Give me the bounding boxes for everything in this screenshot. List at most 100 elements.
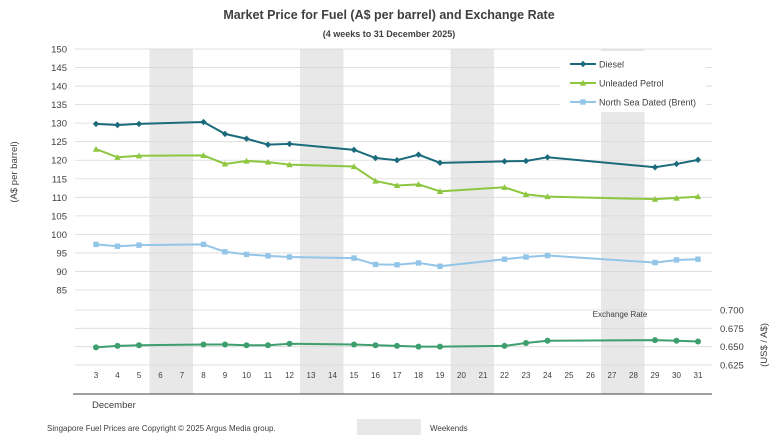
legend-entry-label: Diesel <box>599 60 624 70</box>
data-point-2 <box>265 253 271 259</box>
data-point-2 <box>372 261 379 268</box>
data-point-1 <box>544 193 551 200</box>
y2-tick-label: 0.700 <box>720 306 744 317</box>
data-point-2 <box>114 243 121 249</box>
data-point-1 <box>92 145 100 152</box>
data-point-0 <box>522 157 530 165</box>
data-point-2 <box>222 249 228 255</box>
data-point-2 <box>93 241 99 248</box>
y-tick-label: 120 <box>51 156 67 167</box>
data-point-3 <box>351 341 357 348</box>
data-point-0 <box>286 140 293 148</box>
data-point-2 <box>652 259 658 266</box>
y-axis-ticks: 150 145 140 135 130 125 120 115 110 105 100 95 90 85 <box>51 45 67 297</box>
data-point-2 <box>136 242 142 248</box>
y2-axis-label: (US$ / A$) <box>759 323 770 367</box>
data-point-3 <box>114 342 121 349</box>
data-point-3 <box>222 341 228 348</box>
legend: Diesel Unleaded Petrol North Sea Dated (Br… <box>570 60 696 108</box>
y2-tick-label: 0.650 <box>720 342 744 353</box>
x-tick-label: 31 <box>694 371 703 380</box>
y-tick-label: 90 <box>56 267 67 278</box>
data-point-3 <box>394 342 400 349</box>
data-point-3 <box>437 343 443 350</box>
data-point-1 <box>393 182 401 189</box>
data-point-1 <box>243 157 250 164</box>
x-tick-label: 17 <box>393 371 402 380</box>
data-point-3 <box>200 341 207 348</box>
data-point-3 <box>415 343 422 350</box>
x-tick-label: 22 <box>500 371 509 380</box>
data-point-2 <box>200 241 207 248</box>
data-point-2 <box>673 257 680 263</box>
y2-axis-ticks: 0.700 0.675 0.650 0.625 <box>720 306 744 372</box>
data-point-2 <box>415 260 422 266</box>
data-point-2 <box>437 263 443 269</box>
y2-tick-label: 0.675 <box>720 324 744 335</box>
x-tick-label: 3 <box>94 371 99 380</box>
chart-title: Market Price for Fuel (A$ per barrel) an… <box>223 8 554 22</box>
x-tick-label: 7 <box>180 371 185 380</box>
data-point-3 <box>372 342 379 349</box>
weekends-legend-label: Weekends <box>430 424 468 433</box>
x-tick-label: 21 <box>479 371 488 380</box>
data-point-2 <box>243 251 250 258</box>
x-tick-label: 14 <box>328 371 337 380</box>
data-point-1 <box>436 188 444 194</box>
data-point-1 <box>264 158 272 165</box>
data-point-1 <box>415 181 422 187</box>
y-tick-label: 85 <box>56 286 67 297</box>
y-tick-label: 125 <box>51 137 67 148</box>
data-point-0 <box>135 120 143 128</box>
data-point-1 <box>221 160 229 167</box>
x-tick-label: 8 <box>201 371 206 380</box>
x-tick-label: 12 <box>285 371 294 380</box>
x-axis-ticks: 3 4 5 6 7 8 9 10 11 12 13 14 15 16 17 18 19 20 21 22 23 24 25 2… <box>94 371 703 380</box>
data-point-3 <box>673 337 680 344</box>
copyright-note: Singapore Fuel Prices are Copyright © 20… <box>47 424 276 433</box>
chart-subtitle: (4 weeks to 31 December 2025) <box>323 29 456 39</box>
data-point-1 <box>651 195 659 202</box>
y-tick-label: 95 <box>56 248 67 259</box>
weekend-band <box>450 49 494 394</box>
data-point-0 <box>92 120 100 128</box>
weekend-band <box>149 49 193 394</box>
data-point-2 <box>286 254 293 260</box>
x-tick-label: 28 <box>629 371 638 380</box>
x-tick-label: 6 <box>158 371 163 380</box>
data-point-3 <box>286 340 293 347</box>
data-point-0 <box>350 146 358 154</box>
data-point-1 <box>673 194 680 201</box>
x-tick-label: 13 <box>307 371 316 380</box>
x-tick-label: 29 <box>651 371 660 380</box>
y-tick-label: 145 <box>51 63 67 74</box>
data-point-0 <box>200 118 207 126</box>
data-point-3 <box>265 342 271 349</box>
data-point-0 <box>264 141 272 148</box>
x-tick-label: 10 <box>242 371 251 380</box>
data-point-3 <box>544 337 551 344</box>
data-point-3 <box>652 337 658 344</box>
data-point-3 <box>93 344 99 351</box>
data-point-0 <box>243 135 250 142</box>
data-point-0 <box>544 154 551 161</box>
x-tick-label: 24 <box>543 371 552 380</box>
x-axis-label: December <box>92 400 136 411</box>
y-tick-label: 100 <box>51 230 67 241</box>
exchange-rate-label: Exchange Rate <box>593 310 648 319</box>
x-tick-label: 9 <box>223 371 228 380</box>
data-point-3 <box>523 340 529 346</box>
data-point-3 <box>695 338 701 345</box>
data-point-2 <box>351 255 357 261</box>
x-tick-label: 19 <box>436 371 445 380</box>
x-tick-label: 16 <box>371 371 380 380</box>
data-point-2 <box>394 262 400 268</box>
data-point-3 <box>243 342 250 349</box>
data-point-1 <box>694 193 702 200</box>
data-point-0 <box>114 121 121 129</box>
data-point-0 <box>393 157 401 164</box>
data-point-0 <box>415 151 422 158</box>
x-tick-label: 11 <box>264 371 273 380</box>
data-point-2 <box>523 254 529 260</box>
